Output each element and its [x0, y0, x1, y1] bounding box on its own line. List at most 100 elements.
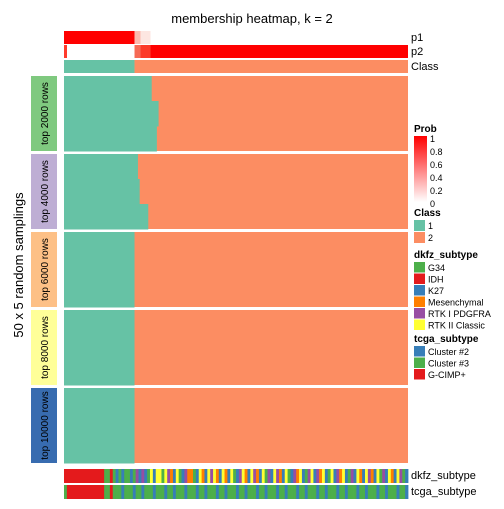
dkfz-cell: [385, 469, 389, 483]
tcga-cell: [181, 485, 185, 499]
tcga-cell: [121, 485, 125, 499]
row-group-bar: [31, 310, 57, 385]
p1-low-block: [150, 31, 408, 44]
dkfz-cell: [370, 469, 374, 483]
tcga-legend-swatch: [414, 346, 425, 357]
dkfz-cell: [132, 469, 137, 483]
tcga-cell: [201, 485, 205, 499]
dkfz-cell: [167, 469, 171, 483]
dkfz-legend-title: dkfz_subtype: [414, 250, 478, 261]
tcga-cell: [81, 485, 85, 499]
class-legend-label: 1: [428, 221, 433, 231]
tcga-cell: [204, 485, 208, 499]
tcga-cell: [336, 485, 340, 499]
tcga-cell: [330, 485, 334, 499]
dkfz-cell: [64, 469, 68, 483]
dkfz-cell: [344, 469, 349, 483]
tcga-cell: [287, 485, 291, 499]
tcga-cell: [261, 485, 266, 499]
dkfz-cell: [78, 469, 82, 483]
dkfz-cell: [330, 469, 334, 483]
tcga-cell: [150, 485, 154, 499]
dkfz-cell: [261, 469, 266, 483]
tcga-legend-title: tcga_subtype: [414, 334, 479, 345]
dkfz-cell: [304, 469, 309, 483]
tcga-cell: [155, 485, 159, 499]
tcga-cell: [175, 485, 180, 499]
tcga-cell: [75, 485, 79, 499]
tcga-cell: [299, 485, 303, 499]
tcga-cell: [296, 485, 300, 499]
dkfz-cell: [227, 469, 231, 483]
heatmap-cell-class1: [64, 257, 135, 283]
row-group-bar: [31, 154, 57, 229]
class-annot-2: [134, 60, 408, 73]
dkfz-cell: [336, 469, 340, 483]
dkfz-cell: [356, 469, 360, 483]
tcga-cell: [89, 485, 94, 499]
dkfz-legend-label: IDH: [428, 275, 444, 285]
tcga-cell: [98, 485, 102, 499]
tcga-cell: [64, 485, 68, 499]
dkfz-cell: [95, 469, 99, 483]
dkfz-cell: [365, 469, 369, 483]
dkfz-legend-swatch: [414, 308, 425, 319]
tcga-cell: [107, 485, 111, 499]
tcga-cell: [342, 485, 346, 499]
dkfz-cell: [92, 469, 96, 483]
tcga-cell: [362, 485, 366, 499]
tcga-cell: [158, 485, 162, 499]
chart-title: membership heatmap, k = 2: [171, 11, 333, 26]
dkfz-cell: [342, 469, 346, 483]
tcga-cell: [227, 485, 231, 499]
dkfz-cell: [213, 469, 217, 483]
dkfz-cell: [402, 469, 406, 483]
dkfz-cell: [127, 469, 131, 483]
tcga-cell: [187, 485, 191, 499]
tcga-cell: [244, 485, 248, 499]
tcga-cell: [276, 485, 280, 499]
dkfz-cell: [301, 469, 306, 483]
dkfz-cell: [184, 469, 188, 483]
dkfz-cell: [276, 469, 280, 483]
tcga-cell: [393, 485, 397, 499]
dkfz-cell: [138, 469, 142, 483]
dkfz-cell: [233, 469, 237, 483]
tcga-cell: [147, 485, 151, 499]
dkfz-cell: [86, 469, 91, 483]
tcga-legend-label: Cluster #2: [428, 347, 469, 357]
tcga-cell: [376, 485, 380, 499]
dkfz-cell: [195, 469, 200, 483]
annot-label-p1: p1: [411, 32, 423, 44]
p2-mixed-block: [140, 45, 151, 58]
dkfz-cell: [250, 469, 254, 483]
tcga-cell: [356, 485, 360, 499]
tcga-cell: [193, 485, 197, 499]
tcga-cell: [279, 485, 283, 499]
tcga-cell: [172, 485, 177, 499]
p1-high-block: [64, 31, 135, 44]
dkfz-legend-swatch: [414, 285, 425, 296]
tcga-cell: [353, 485, 357, 499]
heatmap-cell-class1: [64, 360, 135, 386]
dkfz-cell: [267, 469, 271, 483]
heatmap-cell-class1: [64, 154, 138, 180]
tcga-cell: [304, 485, 309, 499]
dkfz-cell: [84, 469, 88, 483]
dkfz-legend-swatch: [414, 273, 425, 284]
tcga-cell: [316, 485, 320, 499]
dkfz-cell: [221, 469, 225, 483]
tcga-cell: [390, 485, 395, 499]
dkfz-cell: [112, 469, 116, 483]
tcga-cell: [399, 485, 403, 499]
p1-fade-block: [140, 31, 151, 44]
tcga-cell: [184, 485, 188, 499]
tcga-cell: [127, 485, 131, 499]
dkfz-cell: [273, 469, 277, 483]
class-legend-swatch: [414, 220, 425, 231]
tcga-cell: [236, 485, 240, 499]
prob-tick-label: 0.4: [430, 173, 443, 183]
dkfz-legend-label: Mesenchymal: [428, 298, 484, 308]
